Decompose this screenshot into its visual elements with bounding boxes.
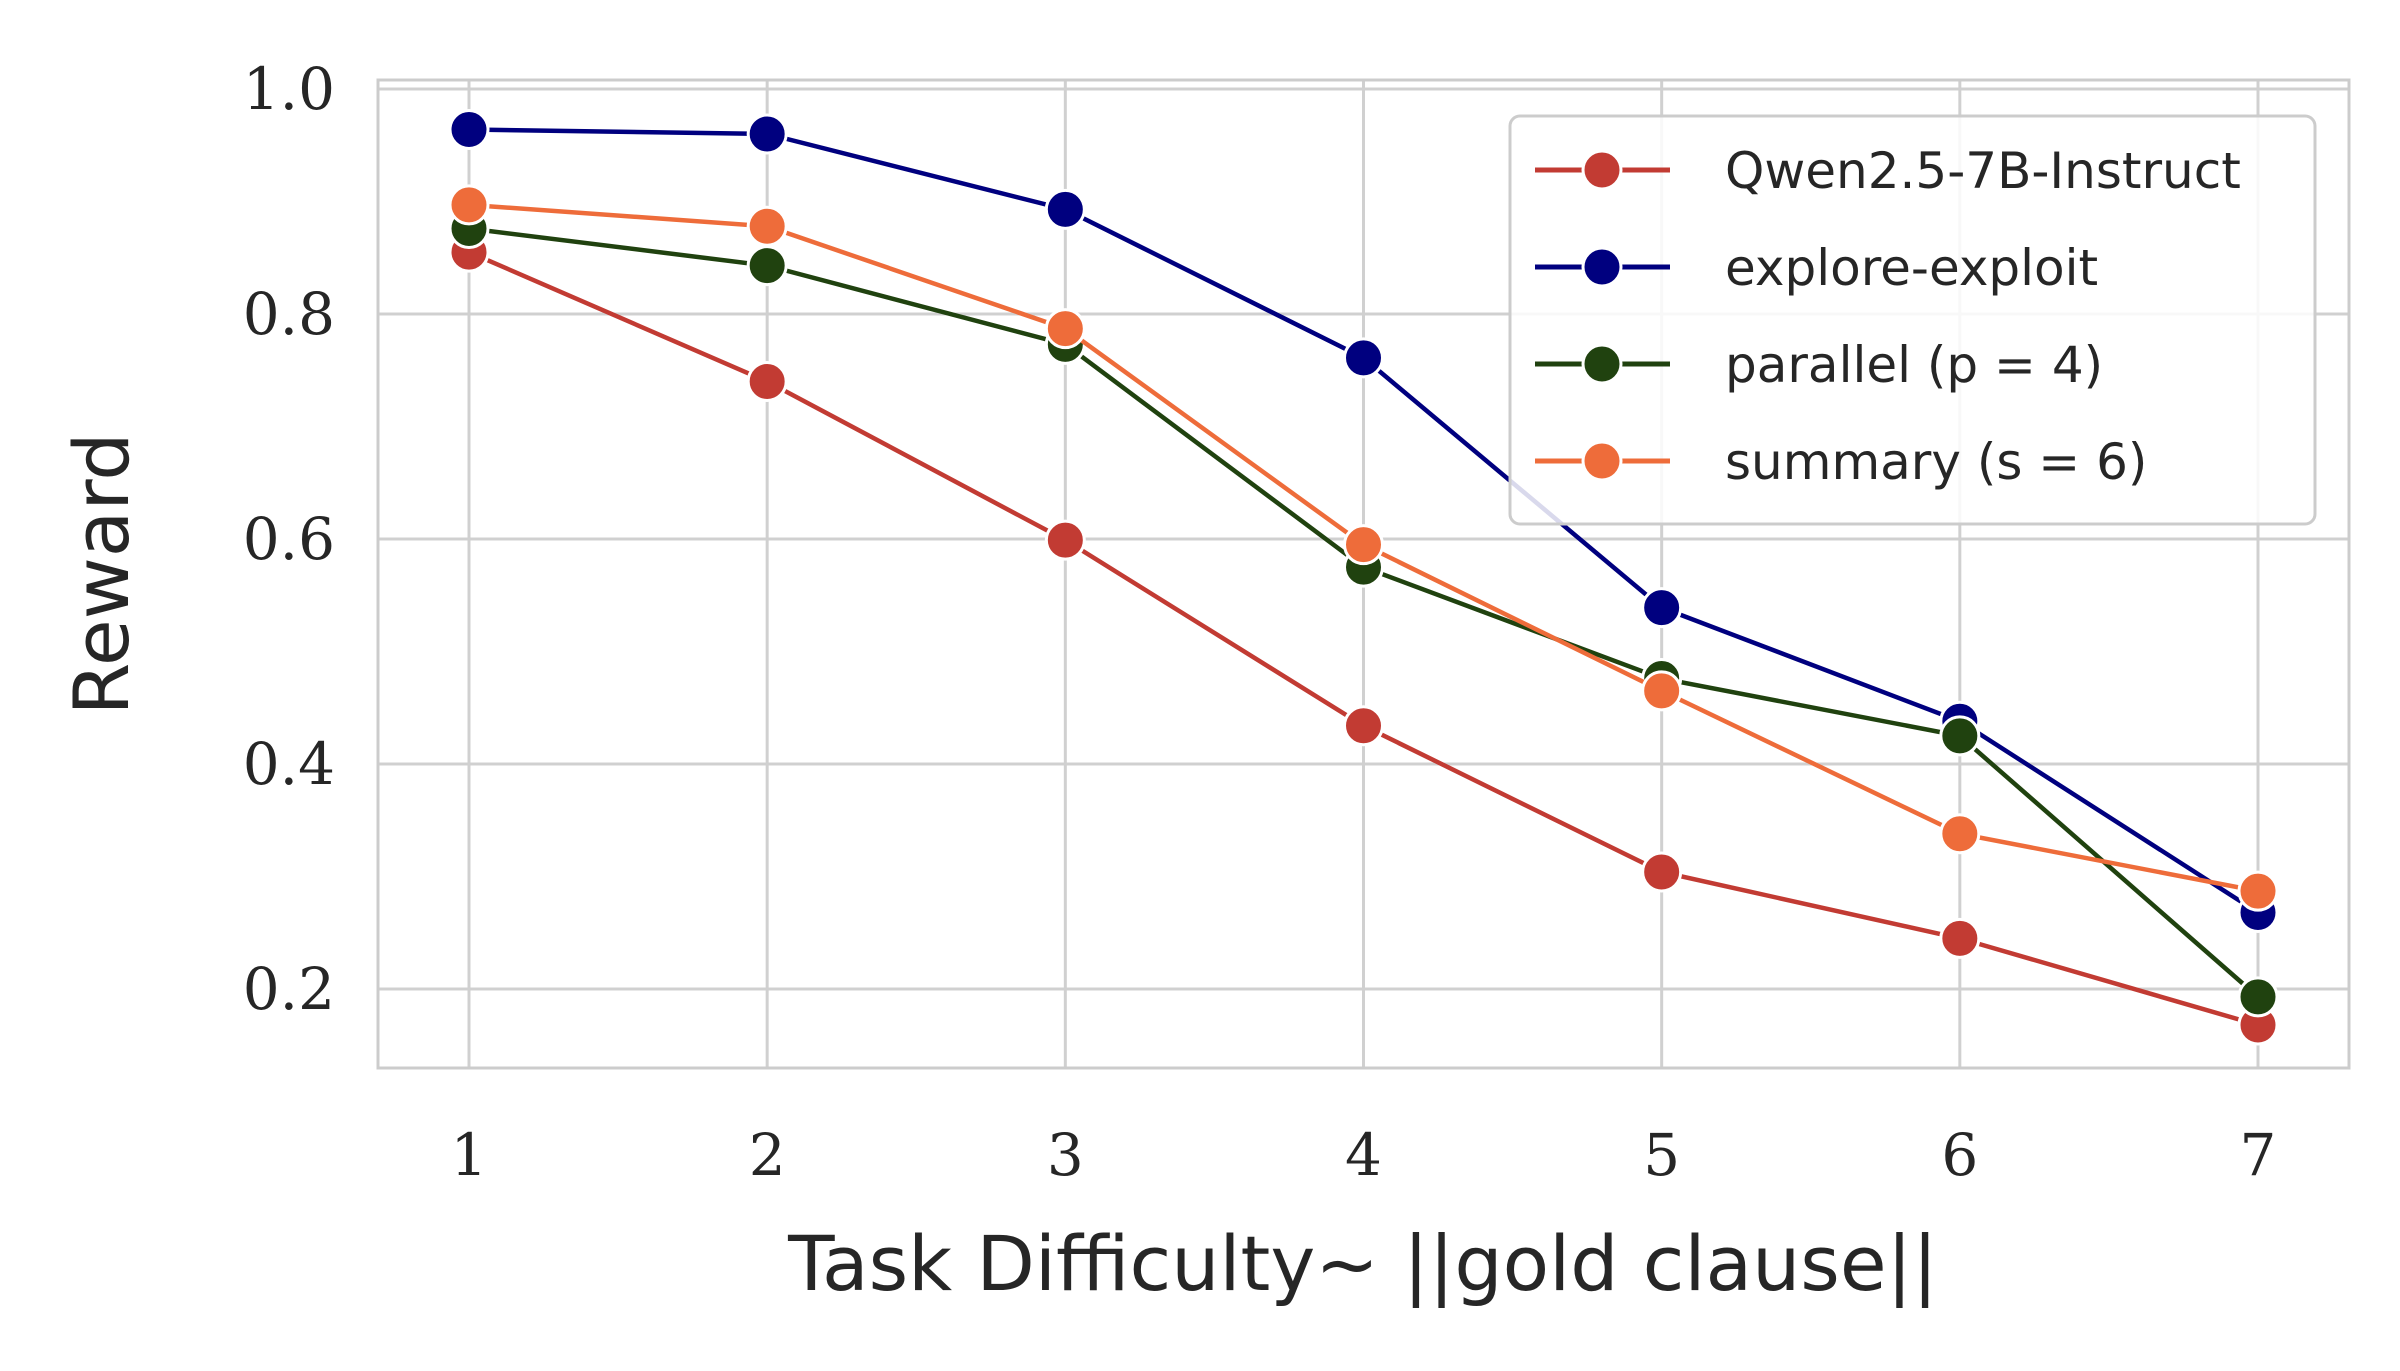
data-point: [1343, 705, 1384, 747]
data-point: [746, 113, 788, 155]
data-point: [2237, 976, 2279, 1018]
legend-marker: [1581, 343, 1623, 385]
legend-box: [1508, 114, 2317, 526]
plot-frame: [376, 78, 2351, 1070]
x-tick-label: 7: [2240, 1121, 2277, 1189]
x-tick-label: 2: [749, 1121, 786, 1189]
data-point: [746, 245, 788, 287]
legend-label: Qwen2.5-7B-Instruct: [1725, 142, 2241, 200]
x-tick-label: 5: [1643, 1121, 1680, 1189]
data-point: [1044, 308, 1086, 350]
data-point: [1044, 188, 1086, 230]
legend: Qwen2.5-7B-Instruct explore-exploit parall…: [1508, 114, 2317, 526]
x-tick-label: 6: [1941, 1121, 1978, 1189]
data-point: [1044, 519, 1086, 561]
y-tick-label: 0.4: [243, 730, 335, 798]
data-point: [1939, 917, 1981, 959]
legend-label: parallel (p = 4): [1725, 336, 2103, 394]
y-tick-label: 0.8: [243, 280, 335, 348]
data-point: [1939, 715, 1981, 757]
data-point: [448, 109, 490, 150]
data-point: [1641, 670, 1683, 712]
x-axis-label: Task Difficulty~ ||gold clause||: [787, 1219, 1938, 1309]
series-0: [448, 231, 2279, 1046]
data-point: [746, 205, 788, 247]
legend-marker: [1581, 440, 1623, 482]
legend-marker: [1581, 149, 1623, 191]
data-point: [1939, 813, 1981, 855]
tick-labels: 1 2 3 4 5 6 7 0.2 0.4 0.6 0.8 1.0: [243, 55, 2277, 1189]
data-point: [1343, 524, 1384, 566]
y-tick-label: 0.6: [243, 505, 335, 573]
y-tick-label: 1.0: [243, 55, 335, 123]
data-point: [448, 184, 490, 226]
legend-marker: [1581, 246, 1623, 288]
data-point: [1343, 337, 1384, 379]
y-axis-label: Reward: [57, 432, 146, 715]
data-point: [746, 361, 788, 402]
series-lines: [448, 109, 2279, 1046]
data-point: [1641, 851, 1683, 893]
data-point: [2237, 870, 2279, 912]
x-tick-label: 4: [1345, 1121, 1382, 1189]
legend-label: summary (s = 6): [1725, 433, 2147, 491]
x-tick-label: 3: [1047, 1121, 1084, 1189]
legend-label: explore-exploit: [1725, 239, 2098, 297]
y-tick-label: 0.2: [243, 955, 335, 1023]
data-point: [1641, 587, 1683, 629]
x-tick-label: 1: [451, 1121, 488, 1189]
series-3: [448, 184, 2279, 912]
